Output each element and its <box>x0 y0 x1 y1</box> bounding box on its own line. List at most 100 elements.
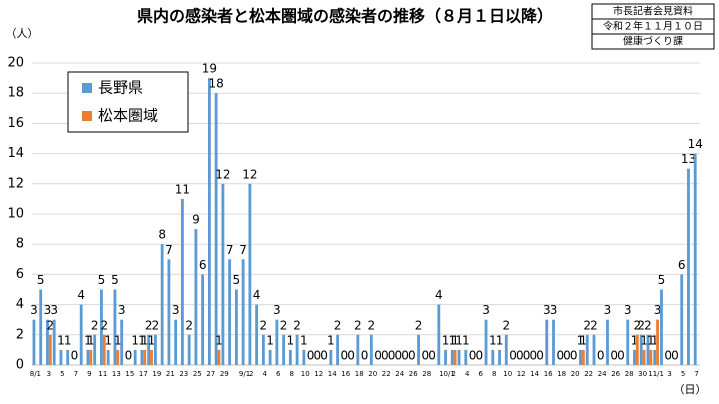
data-label: 2 <box>368 318 376 332</box>
data-label: 1 <box>300 333 308 347</box>
x-tick-label: 4 <box>263 370 268 378</box>
bar <box>59 349 63 365</box>
data-label: 13 <box>681 152 696 166</box>
data-label: 7 <box>165 243 173 257</box>
data-label: 5 <box>233 273 241 287</box>
x-tick-label: 22 <box>584 370 593 378</box>
bar <box>282 334 286 365</box>
bar <box>120 319 124 365</box>
legend-swatch <box>82 111 92 121</box>
bar <box>39 289 43 365</box>
note-box <box>591 3 715 50</box>
bar <box>444 349 447 365</box>
data-label: 2 <box>293 318 301 332</box>
bar <box>102 334 106 365</box>
data-label: 1 <box>489 333 497 347</box>
bar <box>32 319 36 365</box>
data-label: 0 <box>347 349 355 363</box>
data-label: 2 <box>145 318 153 332</box>
data-label: 1 <box>287 333 295 347</box>
bar <box>453 349 457 365</box>
y-tick-label: 2 <box>16 327 24 342</box>
bar <box>100 289 103 365</box>
bar <box>660 289 663 365</box>
y-tick-label: 20 <box>7 56 24 71</box>
data-label: 1 <box>647 333 655 347</box>
x-tick-label: 29 <box>220 370 229 378</box>
bar <box>160 244 164 365</box>
y-tick-label: 12 <box>7 176 24 191</box>
data-label: 0 <box>408 349 416 363</box>
data-label: 0 <box>381 349 389 363</box>
x-tick-label: 14 <box>328 370 337 378</box>
data-label: 0 <box>307 349 315 363</box>
y-tick-label: 8 <box>16 237 24 252</box>
bar <box>221 183 225 365</box>
data-label: 1 <box>215 333 223 347</box>
x-tick-label: 30 <box>638 370 647 378</box>
x-tick-label: 7 <box>694 370 698 378</box>
bar <box>680 274 684 365</box>
bar <box>592 334 596 365</box>
x-tick-label: 17 <box>139 370 148 378</box>
x-tick-label: 18 <box>557 370 566 378</box>
x-tick-label: 3 <box>47 370 51 378</box>
bar <box>579 349 582 365</box>
bar <box>187 334 191 365</box>
note-line: 市長記者会見資料 <box>613 5 693 18</box>
bar <box>140 349 144 365</box>
bar <box>150 349 153 365</box>
x-tick-label: 28 <box>625 370 634 378</box>
bar <box>133 349 137 365</box>
data-label: 1 <box>141 333 149 347</box>
x-tick-label: 4 <box>465 370 470 378</box>
bar <box>464 349 468 365</box>
data-label: 3 <box>654 303 662 317</box>
bar <box>241 259 245 365</box>
legend-box <box>67 71 189 133</box>
data-label: 8 <box>158 228 166 242</box>
bar <box>48 334 52 365</box>
x-tick-label: 6 <box>478 370 483 378</box>
data-label: 3 <box>44 303 52 317</box>
data-label: 5 <box>658 273 666 287</box>
data-label: 0 <box>71 349 79 363</box>
bar <box>194 229 198 365</box>
bar <box>66 349 70 365</box>
data-label: 6 <box>199 258 207 272</box>
data-label: 0 <box>570 349 578 363</box>
data-label: 0 <box>475 349 483 363</box>
bar <box>545 319 549 365</box>
data-label: 0 <box>597 349 605 363</box>
bar <box>255 304 259 365</box>
bar <box>491 349 495 365</box>
bar <box>207 78 211 365</box>
bar <box>268 349 272 365</box>
data-label: 2 <box>280 318 288 332</box>
bar <box>52 319 56 365</box>
data-label: 1 <box>496 333 504 347</box>
bar <box>504 334 508 365</box>
data-label: 1 <box>104 333 112 347</box>
data-label: 4 <box>253 288 261 302</box>
x-tick-label: 19 <box>152 370 161 378</box>
x-tick-label: 5 <box>681 370 685 378</box>
data-label: 3 <box>482 303 490 317</box>
data-label: 9 <box>192 213 200 227</box>
y-tick-label: 4 <box>16 297 24 312</box>
x-tick-label: 3 <box>667 370 671 378</box>
data-label: 0 <box>529 349 537 363</box>
x-tick-label: 23 <box>179 370 188 378</box>
bar <box>248 183 252 365</box>
data-label: 0 <box>516 349 524 363</box>
bar <box>642 349 646 365</box>
bar <box>89 349 93 365</box>
data-label: 0 <box>421 349 429 363</box>
data-label: 1 <box>131 333 139 347</box>
bar <box>180 198 184 365</box>
data-label: 3 <box>118 303 126 317</box>
data-label: 3 <box>273 303 281 317</box>
bar <box>336 334 340 365</box>
y-tick-label: 6 <box>16 267 24 282</box>
